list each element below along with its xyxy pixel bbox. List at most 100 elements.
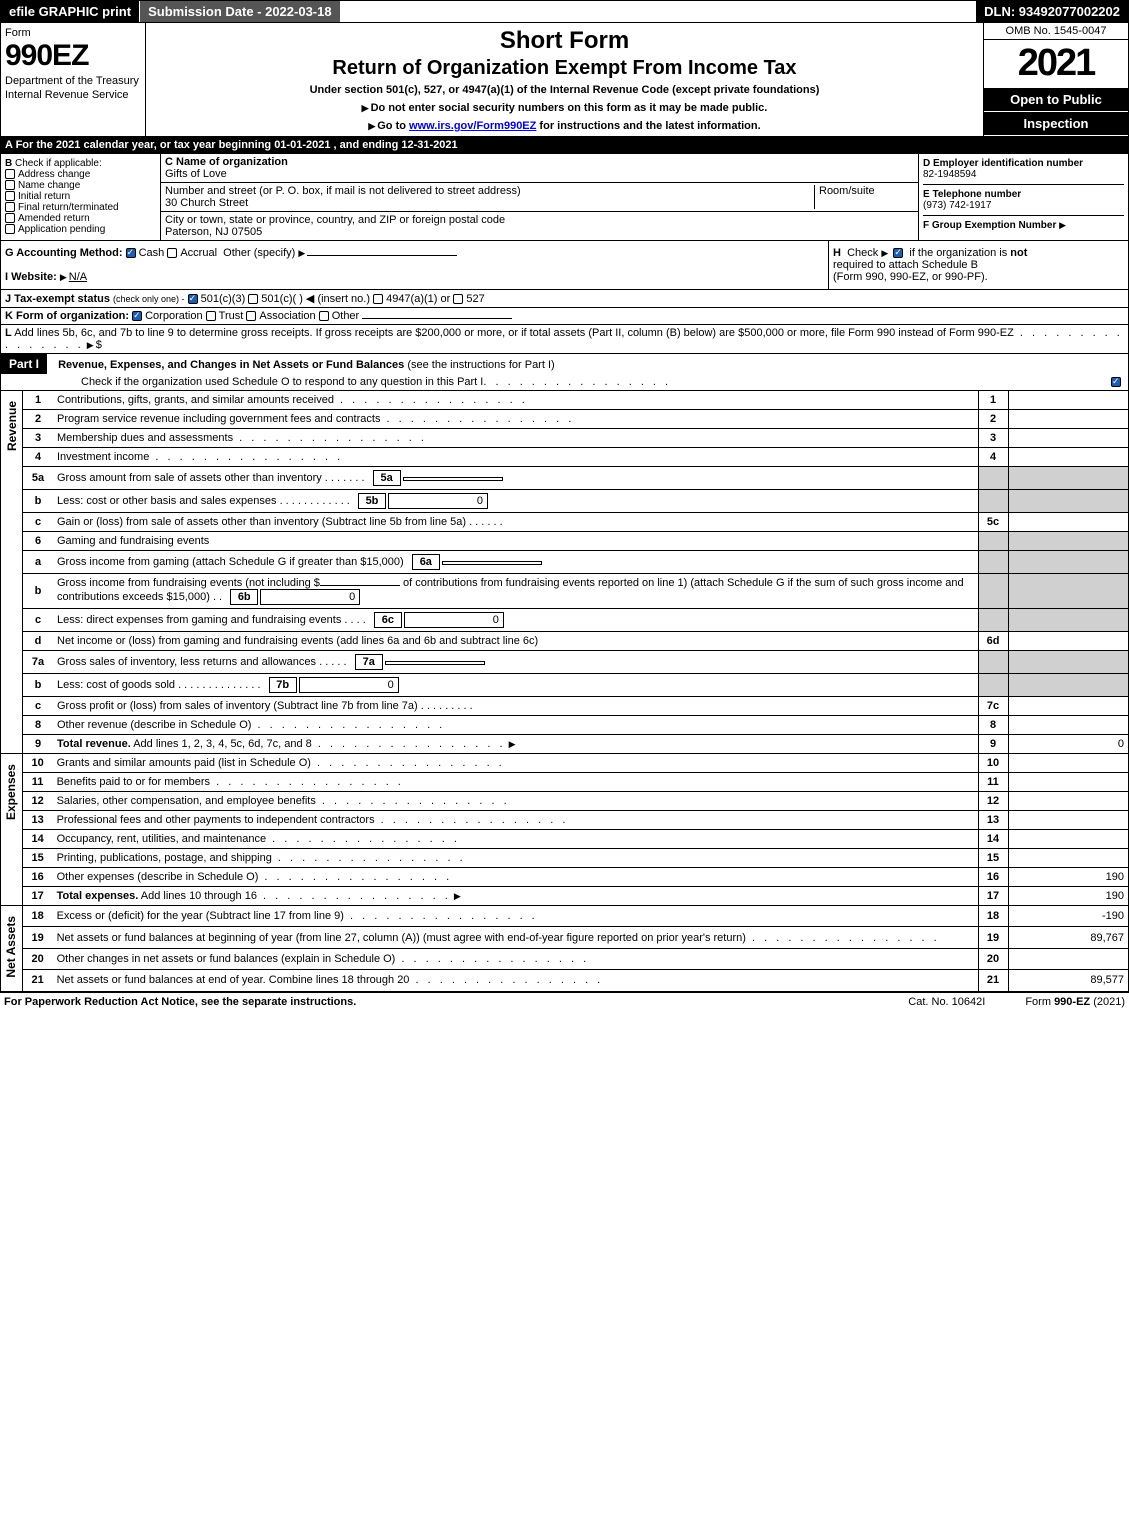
checkbox-corporation[interactable] bbox=[132, 311, 142, 321]
line-k-form-org: K Form of organization: Corporation Trus… bbox=[0, 308, 1129, 325]
column-d-identifiers: D Employer identification number 82-1948… bbox=[918, 154, 1128, 240]
sub-amt-6c: 0 bbox=[404, 612, 504, 628]
line-num: 2 bbox=[23, 410, 53, 429]
label-name-change: Name change bbox=[18, 180, 80, 191]
amt-shaded bbox=[1008, 467, 1128, 490]
checkbox-application-pending[interactable] bbox=[5, 224, 15, 234]
part1-header-row: Part I Revenue, Expenses, and Changes in… bbox=[0, 354, 1129, 391]
arrow-icon bbox=[87, 339, 96, 351]
sub-amt-7b: 0 bbox=[299, 677, 399, 693]
line-num: 20 bbox=[23, 948, 53, 969]
amt-5c bbox=[1008, 513, 1128, 532]
checkbox-501c3[interactable] bbox=[188, 294, 198, 304]
net-assets-table: 18Excess or (deficit) for the year (Subt… bbox=[23, 906, 1128, 991]
l17-text: Add lines 10 through 16 bbox=[138, 890, 257, 902]
l9-text: Add lines 1, 2, 3, 4, 5c, 6d, 7c, and 8 bbox=[131, 738, 312, 750]
table-row: 21Net assets or fund balances at end of … bbox=[23, 970, 1128, 991]
amt-6d bbox=[1008, 632, 1128, 651]
line-num: 19 bbox=[23, 927, 53, 948]
efile-print-button[interactable]: efile GRAPHIC print bbox=[1, 1, 140, 22]
line-j-tax-exempt: J Tax-exempt status (check only one) - 5… bbox=[0, 290, 1129, 308]
checkbox-schedule-o-used[interactable] bbox=[1111, 377, 1121, 387]
top-bar: efile GRAPHIC print Submission Date - 20… bbox=[0, 0, 1129, 23]
section-bcd: B Check if applicable: Address change Na… bbox=[0, 154, 1129, 241]
checkbox-address-change[interactable] bbox=[5, 169, 15, 179]
website-value: N/A bbox=[69, 271, 87, 283]
open-public-badge: Open to Public bbox=[984, 87, 1128, 111]
label-room-suite: Room/suite bbox=[819, 185, 875, 197]
arrow-icon bbox=[509, 738, 518, 750]
checkbox-initial-return[interactable] bbox=[5, 191, 15, 201]
num-box: 7c bbox=[978, 697, 1008, 716]
label-corporation: Corporation bbox=[145, 310, 202, 322]
checkbox-other-org[interactable] bbox=[319, 311, 329, 321]
checkbox-association[interactable] bbox=[246, 311, 256, 321]
table-row: 10Grants and similar amounts paid (list … bbox=[23, 754, 1128, 773]
table-row: 12Salaries, other compensation, and empl… bbox=[23, 792, 1128, 811]
checkbox-name-change[interactable] bbox=[5, 180, 15, 190]
irs-link[interactable]: www.irs.gov/Form990EZ bbox=[409, 120, 536, 132]
checkbox-accrual[interactable] bbox=[167, 248, 177, 258]
sub-amt-5a bbox=[403, 477, 503, 481]
num-box: 9 bbox=[978, 735, 1008, 754]
table-row: cGross profit or (loss) from sales of in… bbox=[23, 697, 1128, 716]
l14-text: Occupancy, rent, utilities, and maintena… bbox=[57, 833, 267, 845]
form-label: Form bbox=[5, 27, 141, 39]
num-box: 1 bbox=[978, 391, 1008, 410]
part1-label: Part I bbox=[1, 354, 47, 374]
table-row: 7aGross sales of inventory, less returns… bbox=[23, 651, 1128, 674]
line-num: 17 bbox=[23, 887, 53, 906]
checkbox-schedule-b-not-required[interactable] bbox=[893, 248, 903, 258]
l-dollar: $ bbox=[96, 339, 102, 351]
l6d-text: Net income or (loss) from gaming and fun… bbox=[57, 635, 538, 647]
l11-text: Benefits paid to or for members bbox=[57, 776, 210, 788]
amt-3 bbox=[1008, 429, 1128, 448]
label-group-exemption: F Group Exemption Number bbox=[923, 220, 1056, 231]
arrow-icon bbox=[454, 890, 463, 902]
label-initial-return: Initial return bbox=[18, 191, 70, 202]
l12-text: Salaries, other compensation, and employ… bbox=[57, 795, 316, 807]
submission-date-label: Submission Date - 2022-03-18 bbox=[140, 1, 341, 22]
checkbox-trust[interactable] bbox=[206, 311, 216, 321]
table-row: cGain or (loss) from sale of assets othe… bbox=[23, 513, 1128, 532]
num-box-shaded bbox=[978, 574, 1008, 609]
table-row: 18Excess or (deficit) for the year (Subt… bbox=[23, 906, 1128, 927]
section-gh: G Accounting Method: Cash Accrual Other … bbox=[0, 241, 1129, 290]
part1-note: (see the instructions for Part I) bbox=[407, 359, 554, 371]
line-num: b bbox=[23, 674, 53, 697]
org-street: 30 Church Street bbox=[165, 197, 248, 209]
line-num: 4 bbox=[23, 448, 53, 467]
label-527: 527 bbox=[466, 293, 484, 305]
ein-value: 82-1948594 bbox=[923, 169, 976, 180]
label-amended-return: Amended return bbox=[18, 213, 90, 224]
checkbox-4947a1[interactable] bbox=[373, 294, 383, 304]
checkbox-501c[interactable] bbox=[248, 294, 258, 304]
check-if-applicable: Check if applicable: bbox=[15, 158, 102, 169]
label-g-accounting: G Accounting Method: bbox=[5, 247, 123, 259]
label-association: Association bbox=[259, 310, 315, 322]
checkbox-cash[interactable] bbox=[126, 248, 136, 258]
phone-value: (973) 742-1917 bbox=[923, 200, 991, 211]
sub-amt-6b: 0 bbox=[260, 589, 360, 605]
l17-bold: Total expenses. bbox=[57, 890, 139, 902]
label-application-pending: Application pending bbox=[18, 224, 105, 235]
footer-cat-no: Cat. No. 10642I bbox=[908, 996, 985, 1008]
checkbox-final-return[interactable] bbox=[5, 202, 15, 212]
num-box-shaded bbox=[978, 651, 1008, 674]
num-box: 15 bbox=[978, 849, 1008, 868]
line-num: 13 bbox=[23, 811, 53, 830]
num-box: 17 bbox=[978, 887, 1008, 906]
checkbox-amended-return[interactable] bbox=[5, 213, 15, 223]
l7c-text: Gross profit or (loss) from sales of inv… bbox=[57, 700, 418, 712]
table-row: bLess: cost or other basis and sales exp… bbox=[23, 490, 1128, 513]
goto-pre: Go to bbox=[377, 120, 409, 132]
table-row: 11Benefits paid to or for members11 bbox=[23, 773, 1128, 792]
checkbox-527[interactable] bbox=[453, 294, 463, 304]
l6c-text: Less: direct expenses from gaming and fu… bbox=[57, 614, 341, 626]
amt-8 bbox=[1008, 716, 1128, 735]
form-id-block: Form 990EZ Department of the Treasury In… bbox=[1, 23, 146, 136]
line-a-calendar-year: A For the 2021 calendar year, or tax yea… bbox=[0, 137, 1129, 154]
amt-15 bbox=[1008, 849, 1128, 868]
l19-text: Net assets or fund balances at beginning… bbox=[57, 932, 746, 944]
l2-text: Program service revenue including govern… bbox=[57, 413, 380, 425]
